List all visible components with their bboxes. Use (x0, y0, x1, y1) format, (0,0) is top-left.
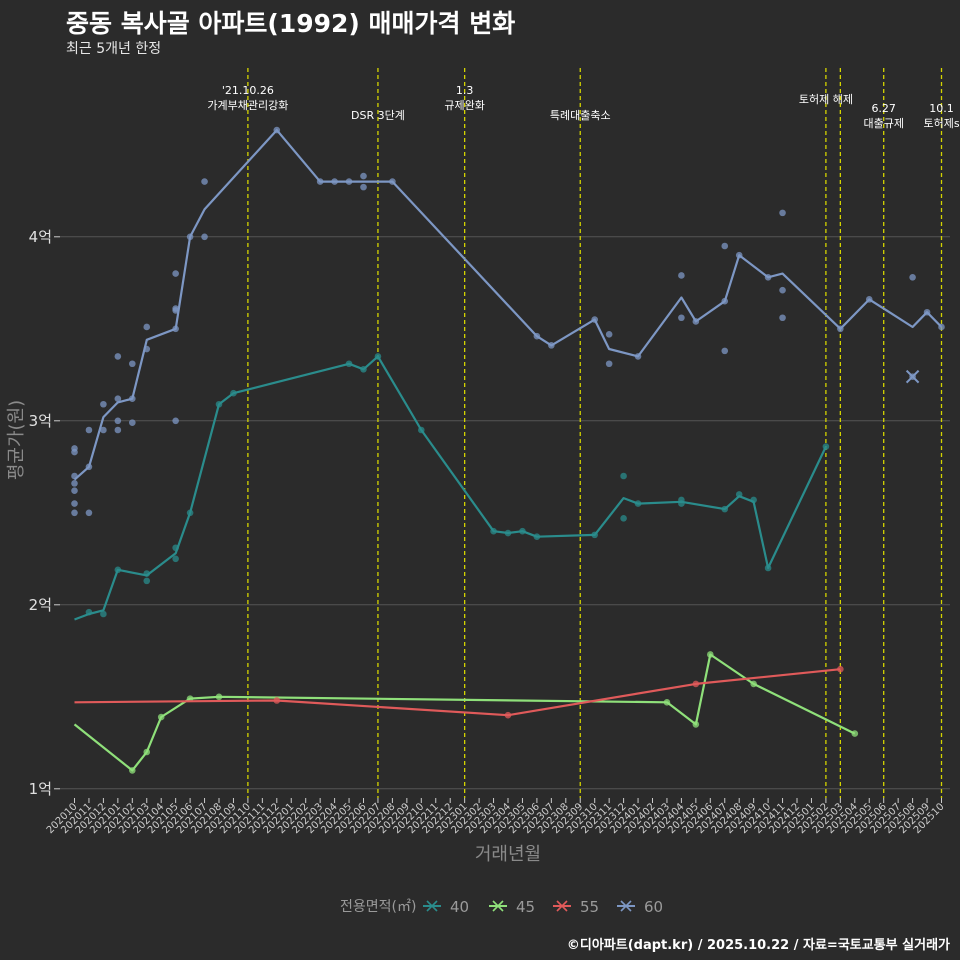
legend-label: 40 (450, 898, 469, 916)
source-caption: ©디아파트(dapt.kr) / 2025.10.22 / 자료=국토교통부 실… (566, 938, 950, 953)
data-point (172, 555, 179, 563)
data-point (721, 242, 729, 250)
series-45 (73, 651, 859, 774)
data-point (114, 417, 122, 425)
data-point (114, 426, 122, 434)
data-point (114, 395, 122, 403)
data-point (129, 360, 136, 368)
data-point (678, 272, 685, 279)
data-point (114, 353, 122, 360)
event-label: 1.3 (456, 84, 474, 97)
data-point (71, 509, 78, 517)
series-60 (71, 126, 945, 517)
legend-swatch-cross (556, 900, 568, 912)
event-label: 토허제 해제 (799, 92, 853, 106)
legend-title: 전용면적(㎡) (340, 899, 416, 915)
y-tick-label: 3억 (29, 412, 52, 430)
data-point (172, 305, 179, 312)
data-point (620, 472, 627, 480)
data-point (721, 347, 729, 355)
y-tick-label: 2억 (29, 596, 52, 614)
legend-label: 45 (516, 898, 535, 916)
y-axis-title: 평균가(원) (6, 400, 27, 480)
data-point (779, 209, 786, 217)
grid-lines (60, 236, 950, 790)
event-label: DSR 3단계 (351, 109, 405, 122)
data-point (678, 314, 685, 322)
series-line (73, 129, 943, 481)
event-label: 가계부채관리강화 (207, 99, 288, 112)
series-line (74, 355, 827, 621)
legend-label: 60 (644, 898, 663, 916)
data-point (201, 178, 208, 185)
data-point (620, 515, 627, 522)
data-point (605, 331, 613, 338)
legend-swatch-cross (426, 900, 438, 912)
data-point (360, 183, 367, 191)
x-axis: 2020102020112020122021012021022021032021… (45, 798, 947, 836)
data-point (360, 172, 367, 180)
cross-marker (905, 369, 920, 384)
data-point (779, 314, 786, 322)
x-axis-title: 거래년월 (475, 844, 541, 865)
series-line (73, 653, 856, 772)
data-point (779, 286, 786, 294)
data-point (129, 419, 136, 426)
data-point (100, 610, 107, 618)
data-point (85, 426, 93, 434)
event-label: 10.1 (929, 102, 954, 115)
legend-label: 55 (580, 898, 599, 916)
event-label: 토허제s (923, 117, 959, 130)
data-point (85, 509, 93, 517)
legend: 전용면적(㎡) 40 45 55 60 (340, 898, 663, 916)
legend-swatch-cross (492, 900, 504, 912)
data-point (201, 233, 208, 241)
data-point (100, 426, 107, 434)
data-point (143, 323, 151, 331)
event-label: 규제완화 (444, 99, 484, 112)
chart-subtitle: 최근 5개년 한정 (66, 41, 162, 57)
chart-title: 중동 복사골 아파트(1992) 매매가격 변화 (66, 9, 516, 38)
event-label: 특례대출축소 (550, 109, 611, 122)
data-point (143, 577, 151, 585)
event-label: 6.27 (871, 102, 896, 115)
data-point (71, 487, 78, 495)
y-tick-label: 1억 (29, 780, 52, 798)
data-point (605, 360, 613, 368)
data-point (909, 273, 916, 281)
y-axis: 1억 2억 3억 4억 (29, 228, 60, 798)
y-tick-label: 4억 (29, 228, 52, 246)
data-point (71, 480, 78, 487)
series-group (71, 126, 945, 774)
series-55 (74, 665, 844, 719)
data-point (71, 445, 78, 452)
data-point (172, 270, 179, 277)
data-point (71, 500, 78, 507)
series-line (74, 668, 841, 717)
data-point (172, 417, 179, 425)
event-label: 대출규제 (863, 117, 903, 130)
series-40 (74, 353, 830, 621)
data-point (100, 400, 107, 408)
legend-swatch-cross (620, 900, 632, 912)
event-label: '21.10.26 (222, 84, 274, 97)
